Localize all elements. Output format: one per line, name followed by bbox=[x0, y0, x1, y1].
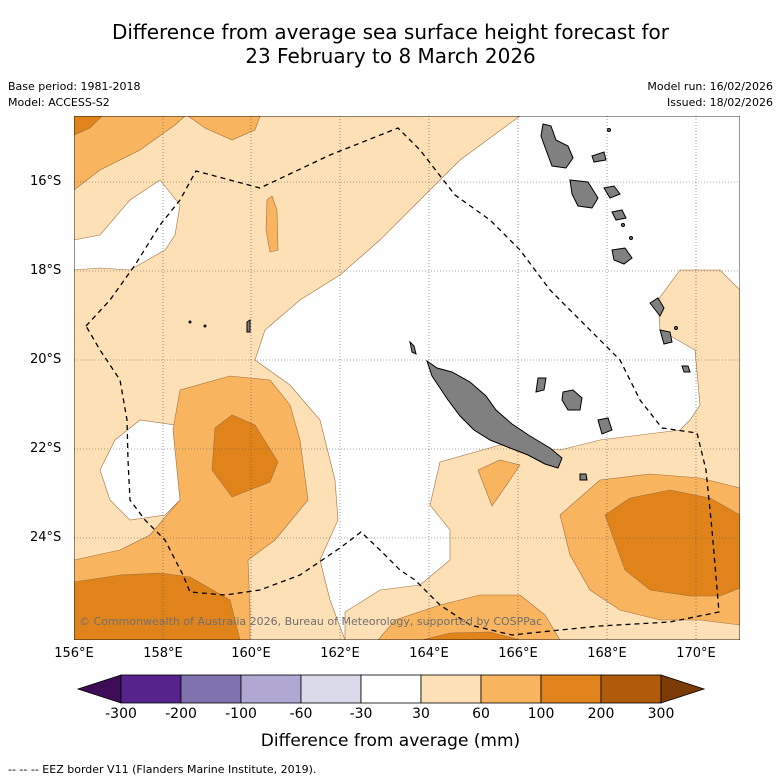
anomaly-region-100-200 bbox=[74, 116, 103, 136]
lon-label-158e: 158°E bbox=[143, 646, 183, 661]
island-mare bbox=[597, 417, 613, 435]
colorbar-label: -60 bbox=[289, 706, 313, 722]
ocean-hole bbox=[74, 179, 181, 271]
lon-label-164e: 164°E bbox=[409, 646, 449, 661]
colorbar-label: -300 bbox=[105, 706, 137, 722]
colorbar-swatch bbox=[180, 674, 242, 704]
grid-lines bbox=[74, 116, 740, 640]
colorbar-label: 300 bbox=[647, 706, 675, 722]
map-panel bbox=[74, 116, 740, 640]
copyright-notice: © Commonwealth of Australia 2026, Bureau… bbox=[79, 615, 543, 628]
island-erromango bbox=[681, 365, 691, 373]
lat-label-22s: 22°S bbox=[30, 441, 62, 456]
meta-right: Model run: 16/02/2026 Issued: 18/02/2026 bbox=[647, 79, 773, 111]
anomaly-region-60-100 bbox=[377, 594, 561, 640]
colorbar-label: 30 bbox=[412, 706, 430, 722]
lon-label-160e: 160°E bbox=[231, 646, 271, 661]
eez-border bbox=[85, 127, 720, 636]
lon-label-156e: 156°E bbox=[54, 646, 94, 661]
island-ouvea bbox=[535, 377, 547, 393]
island-pentecost bbox=[591, 151, 607, 163]
land-masses bbox=[188, 123, 691, 481]
island-tanna bbox=[649, 297, 665, 317]
anomaly-region-100-200 bbox=[211, 414, 279, 498]
colorbar-label: 100 bbox=[527, 706, 555, 722]
island-espiritu-santo bbox=[540, 123, 574, 169]
title-line-2: 23 February to 8 March 2026 bbox=[245, 44, 536, 68]
colorbar-swatch bbox=[540, 674, 602, 704]
colorbar-swatch bbox=[240, 674, 302, 704]
eez-footnote: -- -- -- EEZ border V11 (Flanders Marine… bbox=[8, 763, 317, 776]
island-epi bbox=[611, 209, 627, 221]
colorbar bbox=[76, 674, 706, 704]
meta-left: Base period: 1981-2018 Model: ACCESS-S2 bbox=[8, 79, 140, 111]
colorbar-swatch bbox=[480, 674, 542, 704]
lon-label-162e: 162°E bbox=[320, 646, 360, 661]
island-ambrym bbox=[603, 185, 621, 199]
lat-label-20s: 20°S bbox=[30, 352, 62, 367]
island-malekula bbox=[569, 179, 599, 209]
islet bbox=[607, 128, 611, 132]
lon-label-170e: 170°E bbox=[676, 646, 716, 661]
islet bbox=[621, 223, 625, 227]
colorbar-label: -200 bbox=[165, 706, 197, 722]
colorbar-swatch bbox=[420, 674, 482, 704]
lat-label-18s: 18°S bbox=[30, 263, 62, 278]
islet bbox=[629, 236, 633, 240]
islet bbox=[188, 320, 192, 324]
colorbar-swatch bbox=[300, 674, 362, 704]
colorbar-swatch bbox=[120, 674, 182, 704]
island-lifou bbox=[561, 389, 583, 411]
anomaly-region-60-100 bbox=[265, 195, 279, 253]
islet bbox=[203, 324, 207, 328]
colorbar-extend-high bbox=[660, 674, 706, 704]
island-belep bbox=[409, 340, 417, 355]
colorbar-label: 60 bbox=[472, 706, 490, 722]
anomaly-region-60-100 bbox=[74, 116, 186, 191]
lon-label-168e: 168°E bbox=[587, 646, 627, 661]
colorbar-label: 200 bbox=[587, 706, 615, 722]
anomaly-region-60-100 bbox=[477, 459, 521, 507]
lon-label-166e: 166°E bbox=[498, 646, 538, 661]
anomaly-region-100-200 bbox=[421, 631, 521, 640]
anomaly-region-60-100 bbox=[187, 116, 261, 141]
model-name: Model: ACCESS-S2 bbox=[8, 96, 110, 109]
colorbar-label: -100 bbox=[225, 706, 257, 722]
colorbar-title: Difference from average (mm) bbox=[260, 731, 521, 751]
lat-label-24s: 24°S bbox=[30, 530, 62, 545]
island-chesterfield bbox=[246, 319, 251, 333]
island-new-caledonia bbox=[426, 359, 563, 469]
anomaly-region-100-200 bbox=[74, 572, 241, 640]
issued-date: Issued: 18/02/2026 bbox=[666, 96, 773, 109]
map-svg bbox=[74, 116, 740, 640]
chart-title: Difference from average sea surface heig… bbox=[0, 20, 781, 68]
colorbar-label: -30 bbox=[349, 706, 373, 722]
colorbar-extend-low bbox=[76, 674, 122, 704]
base-period: Base period: 1981-2018 bbox=[8, 80, 141, 93]
island-aneityum bbox=[659, 329, 673, 345]
island-efate bbox=[611, 247, 633, 265]
island-pines bbox=[579, 473, 588, 481]
title-line-1: Difference from average sea surface heig… bbox=[111, 20, 670, 44]
colorbar-swatch bbox=[360, 674, 422, 704]
islet bbox=[674, 326, 678, 330]
model-run: Model run: 16/02/2026 bbox=[647, 80, 773, 93]
colorbar-swatch bbox=[600, 674, 662, 704]
anomaly-region-100-200 bbox=[604, 489, 740, 597]
lat-label-16s: 16°S bbox=[30, 174, 62, 189]
